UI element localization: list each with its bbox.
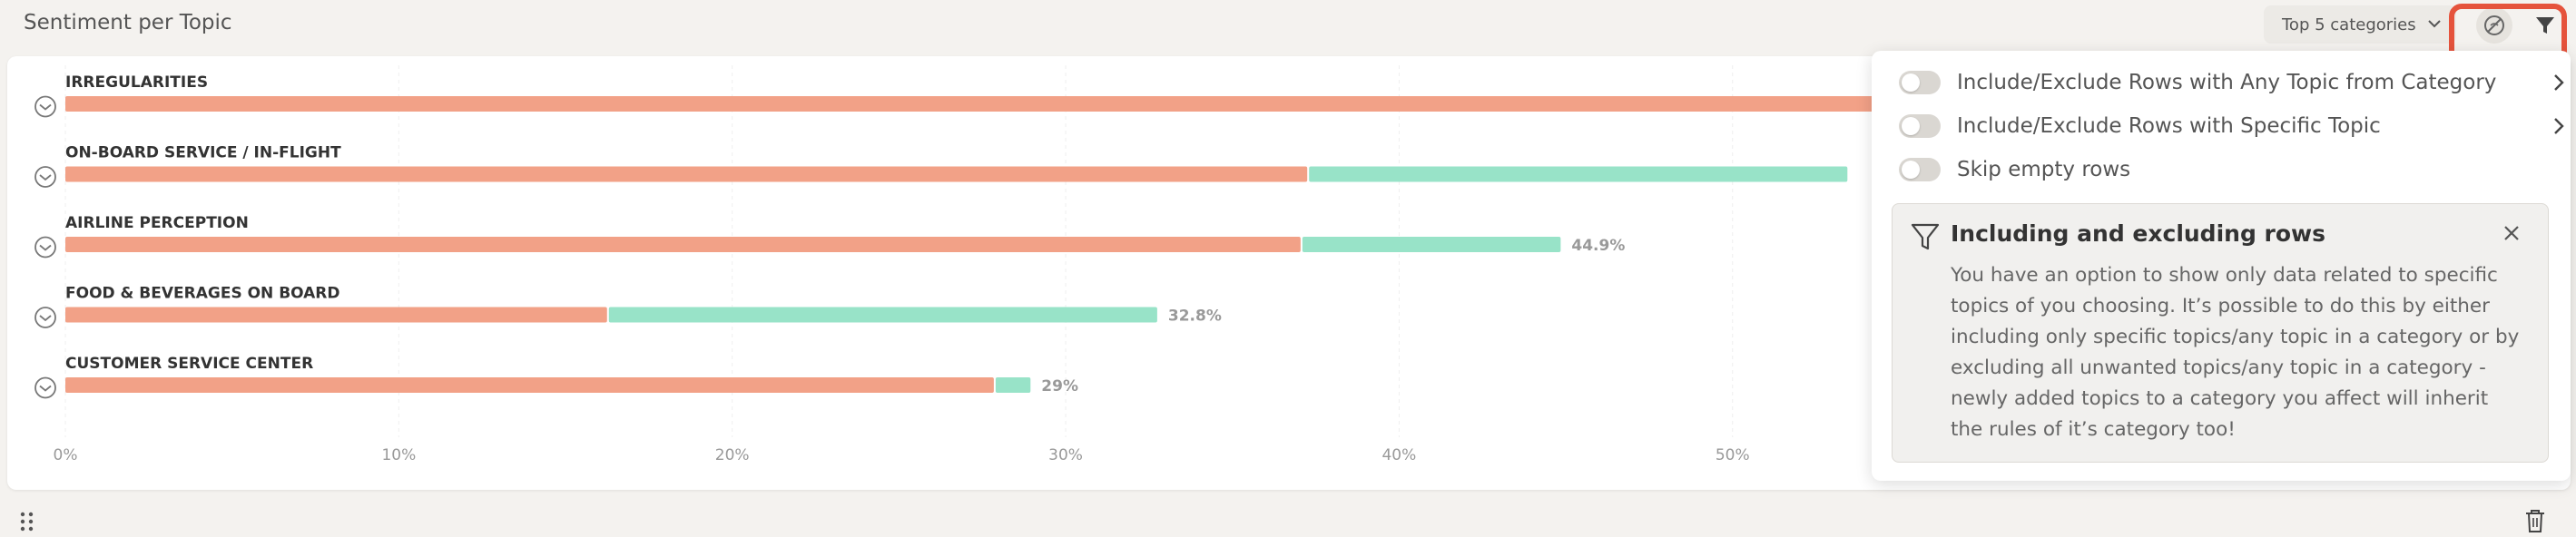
top-categories-select-label: Top 5 categories	[2282, 15, 2416, 34]
bar-segment	[65, 96, 1944, 112]
category-label: IRREGULARITIES	[65, 73, 208, 92]
x-tick-label: 20%	[715, 446, 750, 464]
chevron-right-icon[interactable]	[2549, 116, 2569, 136]
info-panel: Including and excluding rows You have an…	[1892, 203, 2549, 463]
bar-segment	[65, 307, 607, 323]
x-tick-label: 40%	[1381, 446, 1416, 464]
expand-row-icon[interactable]	[34, 95, 56, 118]
expand-row-icon[interactable]	[34, 236, 56, 259]
info-body: You have an option to show only data rel…	[1951, 264, 2520, 441]
bar-total-label: 29%	[1041, 377, 1078, 395]
expand-row-icon[interactable]	[34, 307, 56, 328]
filter-icon	[2536, 17, 2554, 34]
chevron-right-icon[interactable]	[2549, 73, 2569, 93]
x-tick-label: 30%	[1048, 446, 1083, 464]
toggle-any-topic[interactable]	[1899, 71, 1941, 94]
trash-icon[interactable]	[2523, 508, 2547, 533]
drag-handle-icon[interactable]	[20, 512, 34, 532]
hide-sentiment-button[interactable]	[2476, 7, 2512, 44]
bar-segment	[65, 237, 1301, 252]
filter-popup: Include/Exclude Rows with Any Topic from…	[1872, 51, 2571, 481]
close-icon[interactable]	[2501, 222, 2522, 244]
category-label: FOOD & BEVERAGES ON BOARD	[65, 285, 340, 303]
option-any-topic[interactable]: Include/Exclude Rows with Any Topic from…	[1899, 69, 2564, 96]
eye-off-icon	[2484, 15, 2504, 35]
option-skip-empty-label: Skip empty rows	[1957, 158, 2131, 181]
option-any-topic-label: Include/Exclude Rows with Any Topic from…	[1957, 71, 2497, 94]
bar-segment	[608, 307, 1157, 323]
bar-segment	[65, 166, 1308, 182]
expand-row-icon[interactable]	[34, 376, 56, 399]
chevron-down-icon	[2428, 20, 2441, 28]
bar-total-label: 44.9%	[1571, 237, 1625, 255]
x-tick-label: 10%	[381, 446, 416, 464]
option-skip-empty[interactable]: Skip empty rows	[1899, 156, 2130, 183]
sentiment-chart: 0% 10% 20% 30% 40% 50% IRREGULARITIES ON-BOARD …	[34, 65, 1944, 464]
toggle-skip-empty[interactable]	[1899, 158, 1941, 181]
page-title: Sentiment per Topic	[24, 11, 232, 34]
category-label: CUSTOMER SERVICE CENTER	[65, 355, 313, 373]
bar-segment	[65, 377, 994, 393]
bar-segment	[995, 377, 1031, 393]
filter-button[interactable]	[2527, 7, 2563, 44]
x-tick-label: 50%	[1716, 446, 1750, 464]
expand-row-icon[interactable]	[34, 166, 56, 188]
category-label: ON-BOARD SERVICE / IN-FLIGHT	[65, 144, 341, 162]
toggle-specific-topic[interactable]	[1899, 114, 1941, 138]
option-specific-topic-label: Include/Exclude Rows with Specific Topic	[1957, 114, 2381, 138]
filter-outline-icon	[1911, 223, 1940, 250]
bar-segment	[1309, 166, 1848, 182]
bar-segment	[1302, 237, 1561, 252]
category-label: AIRLINE PERCEPTION	[65, 214, 249, 232]
info-title: Including and excluding rows	[1951, 220, 2326, 247]
option-specific-topic[interactable]: Include/Exclude Rows with Specific Topic	[1899, 112, 2564, 140]
bar-total-label: 32.8%	[1168, 308, 1222, 326]
top-categories-select[interactable]: Top 5 categories	[2264, 5, 2456, 44]
x-tick-label: 0%	[54, 446, 78, 464]
